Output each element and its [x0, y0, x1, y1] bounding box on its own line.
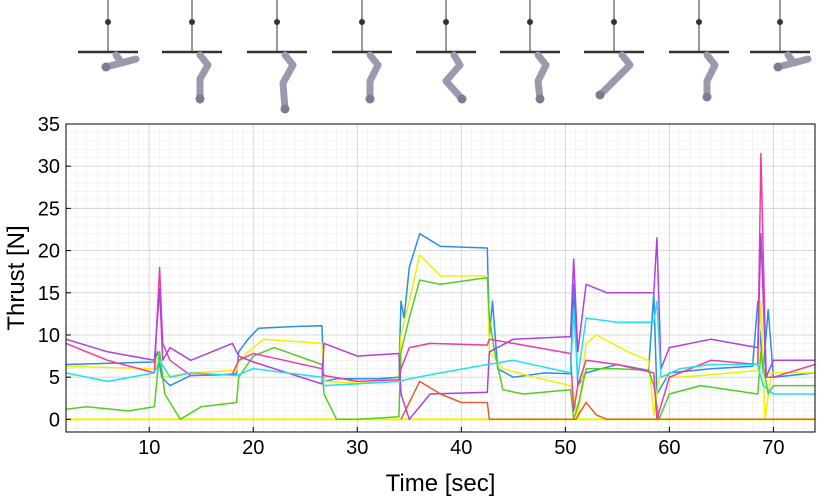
arm-end-effector: [195, 94, 205, 104]
robot-arm: [534, 51, 550, 103]
robot-pose-thumbnail: [584, 0, 644, 100]
robot-pose-thumbnail: [247, 0, 307, 114]
x-tick-label: 10: [138, 437, 160, 459]
y-tick-label: 20: [38, 241, 60, 263]
y-tick-label: 10: [38, 325, 60, 347]
robot-arm: [442, 51, 466, 103]
arm-end-effector: [365, 94, 375, 104]
robot-pose-thumbnail: [500, 0, 560, 104]
y-tick-label: 0: [49, 409, 60, 431]
series-line-6: [66, 300, 815, 395]
robot-arm: [596, 51, 634, 99]
robot-arm: [366, 51, 382, 103]
tether-knot: [611, 19, 617, 25]
series-lines: [66, 152, 815, 421]
tether-knot: [777, 19, 783, 25]
arm-end-effector: [457, 94, 467, 104]
tether-knot: [443, 19, 449, 25]
tether-knot: [105, 19, 111, 25]
tether-knot: [696, 19, 702, 25]
series-line-2: [66, 276, 815, 421]
robot-arm: [102, 51, 140, 71]
arm-end-effector: [535, 94, 545, 104]
robot-pose-thumbnail: [162, 0, 222, 104]
robot-arm: [774, 51, 812, 71]
y-tick-label: 30: [38, 156, 60, 178]
plot-frame: [65, 123, 816, 433]
robot-arm: [279, 51, 297, 113]
minor-grid: [65, 123, 816, 432]
plot-area: [65, 123, 816, 433]
arm-end-effector: [101, 62, 111, 72]
robot-pose-thumbnails: [78, 0, 812, 114]
robot-pose-thumbnail: [332, 0, 392, 104]
robot-pose-thumbnail: [78, 0, 140, 72]
robot-arm: [196, 51, 212, 103]
series-line-5: [400, 380, 815, 421]
x-tick-label: 70: [762, 437, 784, 459]
axis-ticks: 10 20 30 40 50 60 70 0 5 10 15 20 25 30 35: [38, 114, 785, 459]
series-line-3: [66, 152, 815, 421]
robot-pose-thumbnail: [750, 0, 812, 72]
series-line-4: [66, 232, 815, 421]
tether-knot: [527, 19, 533, 25]
robot-arm: [703, 51, 719, 101]
y-tick-label: 35: [38, 114, 60, 136]
arm-end-effector: [773, 62, 783, 72]
tether-knot: [189, 19, 195, 25]
y-axis-label: Thrust [N]: [3, 225, 30, 330]
arm-end-effector: [280, 104, 290, 114]
y-tick-label: 25: [38, 198, 60, 220]
x-tick-label: 30: [346, 437, 368, 459]
tether-knot: [359, 19, 365, 25]
x-tick-label: 20: [242, 437, 264, 459]
y-tick-label: 5: [49, 367, 60, 389]
x-tick-label: 40: [450, 437, 472, 459]
arm-end-effector: [595, 90, 605, 100]
x-tick-label: 50: [554, 437, 576, 459]
robot-pose-thumbnail: [669, 0, 729, 102]
arm-end-effector: [702, 92, 712, 102]
robot-pose-thumbnail: [416, 0, 476, 104]
y-tick-label: 15: [38, 283, 60, 305]
x-axis-label: Time [sec]: [386, 470, 496, 497]
tether-knot: [274, 19, 280, 25]
x-tick-label: 60: [658, 437, 680, 459]
